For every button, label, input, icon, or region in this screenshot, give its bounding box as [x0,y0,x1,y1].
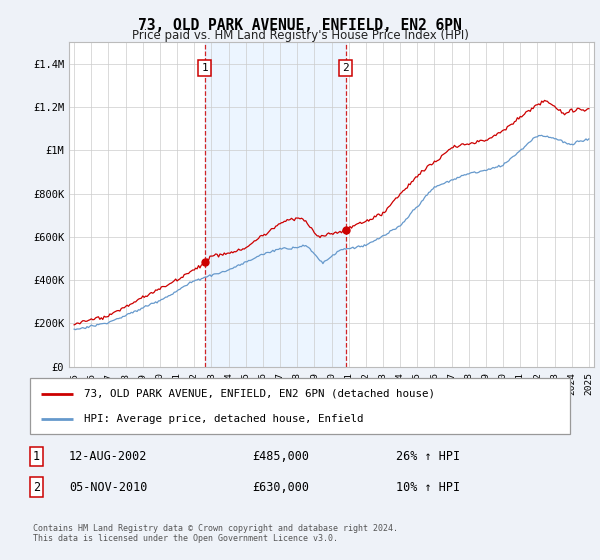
Text: Contains HM Land Registry data © Crown copyright and database right 2024.
This d: Contains HM Land Registry data © Crown c… [33,524,398,543]
Text: 2: 2 [343,63,349,73]
Text: 73, OLD PARK AVENUE, ENFIELD, EN2 6PN: 73, OLD PARK AVENUE, ENFIELD, EN2 6PN [138,18,462,33]
Text: HPI: Average price, detached house, Enfield: HPI: Average price, detached house, Enfi… [84,414,364,424]
Text: £485,000: £485,000 [252,450,309,463]
Text: 26% ↑ HPI: 26% ↑ HPI [396,450,460,463]
Text: 1: 1 [33,450,40,463]
Text: 10% ↑ HPI: 10% ↑ HPI [396,480,460,494]
Text: 73, OLD PARK AVENUE, ENFIELD, EN2 6PN (detached house): 73, OLD PARK AVENUE, ENFIELD, EN2 6PN (d… [84,389,435,399]
Text: 2: 2 [33,480,40,494]
Text: 1: 1 [202,63,208,73]
Text: Price paid vs. HM Land Registry's House Price Index (HPI): Price paid vs. HM Land Registry's House … [131,29,469,42]
Text: 05-NOV-2010: 05-NOV-2010 [69,480,148,494]
Bar [205,42,346,367]
Text: 12-AUG-2002: 12-AUG-2002 [69,450,148,463]
Text: £630,000: £630,000 [252,480,309,494]
